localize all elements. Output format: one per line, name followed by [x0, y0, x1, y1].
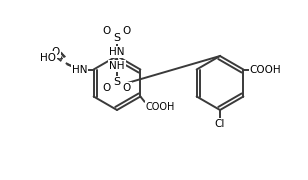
Text: O: O — [123, 26, 131, 36]
Text: HN: HN — [72, 64, 87, 75]
Text: S: S — [113, 77, 120, 87]
Text: HO: HO — [40, 53, 56, 62]
Text: Cl: Cl — [215, 119, 225, 129]
Text: HN: HN — [109, 47, 125, 57]
Text: COOH: COOH — [249, 64, 281, 75]
Text: NH: NH — [109, 61, 125, 71]
Text: O: O — [103, 26, 111, 36]
Text: O: O — [123, 83, 131, 93]
Text: S: S — [113, 33, 120, 43]
Text: COOH: COOH — [146, 102, 175, 111]
Text: O: O — [103, 83, 111, 93]
Text: O: O — [51, 46, 60, 57]
